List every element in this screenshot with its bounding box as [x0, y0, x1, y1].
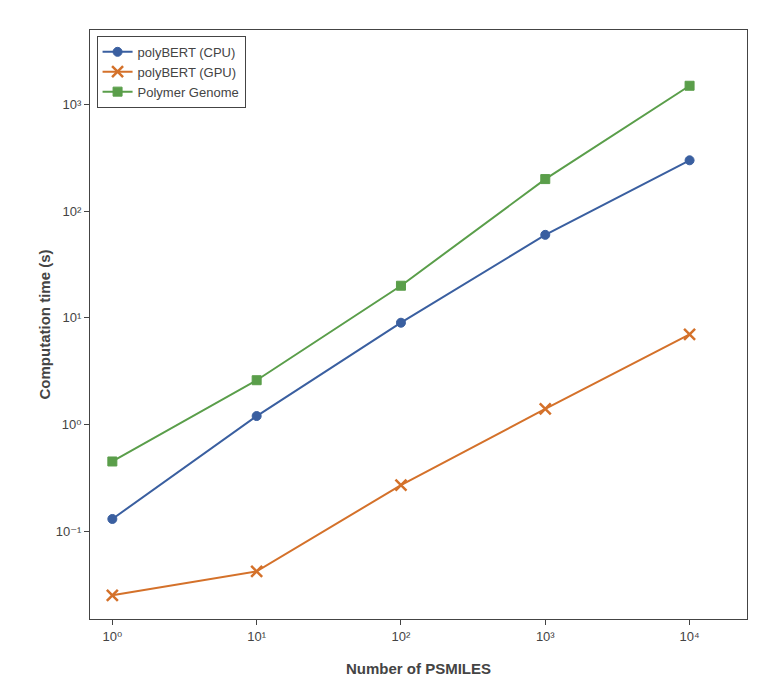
svg-text:10⁻¹: 10⁻¹: [56, 524, 82, 539]
svg-text:polyBERT (GPU): polyBERT (GPU): [138, 65, 237, 80]
svg-text:polyBERT (CPU): polyBERT (CPU): [138, 45, 236, 60]
svg-text:Polymer Genome: Polymer Genome: [138, 85, 239, 100]
svg-text:10¹: 10¹: [247, 629, 266, 644]
svg-text:10⁰: 10⁰: [103, 629, 123, 644]
svg-text:10³: 10³: [536, 629, 555, 644]
svg-text:Computation time (s): Computation time (s): [36, 250, 53, 400]
svg-text:10⁰: 10⁰: [62, 417, 82, 432]
svg-text:10¹: 10¹: [63, 310, 82, 325]
svg-text:Number of PSMILES: Number of PSMILES: [346, 660, 491, 677]
svg-text:10⁴: 10⁴: [680, 629, 700, 644]
svg-text:10³: 10³: [63, 97, 82, 112]
svg-text:10²: 10²: [63, 204, 82, 219]
svg-text:10²: 10²: [392, 629, 411, 644]
